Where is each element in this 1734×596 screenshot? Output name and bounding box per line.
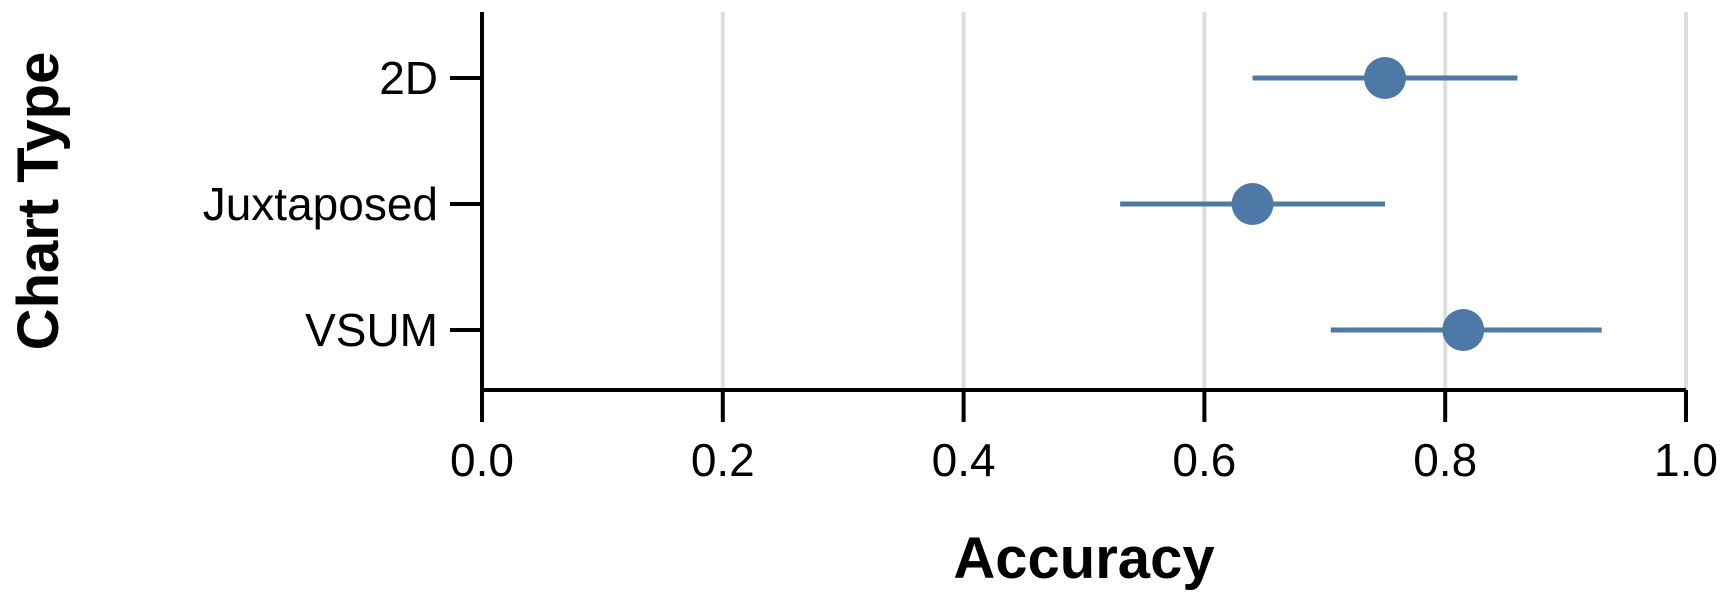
y-axis-title: Chart Type xyxy=(6,52,71,351)
x-tick-label: 0.0 xyxy=(450,434,514,486)
data-point xyxy=(1364,57,1406,99)
y-tick-label: 2D xyxy=(379,52,438,104)
axes xyxy=(480,12,1686,392)
x-tick-label: 0.4 xyxy=(932,434,996,486)
x-tick-label: 0.2 xyxy=(691,434,755,486)
y-ticks: 2D Juxtaposed VSUM xyxy=(203,52,482,356)
x-axis-title: Accuracy xyxy=(953,526,1214,591)
data-point xyxy=(1231,183,1274,225)
gridlines xyxy=(720,12,1688,390)
y-tick-label: VSUM xyxy=(305,304,438,356)
data-point xyxy=(1442,309,1485,351)
x-tick-label: 0.8 xyxy=(1413,434,1477,486)
x-tick-label: 1.0 xyxy=(1654,434,1718,486)
y-tick-label: Juxtaposed xyxy=(203,178,438,230)
data-marks xyxy=(1120,57,1602,351)
x-tick-label: 0.6 xyxy=(1172,434,1236,486)
x-ticks: 0.0 0.2 0.4 0.6 0.8 1.0 xyxy=(450,390,1718,486)
